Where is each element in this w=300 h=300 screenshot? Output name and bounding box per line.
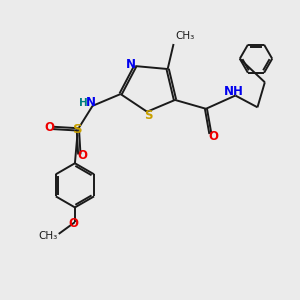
Text: CH₃: CH₃ xyxy=(38,231,57,241)
Text: O: O xyxy=(78,149,88,162)
Text: N: N xyxy=(126,58,136,71)
Text: O: O xyxy=(44,122,54,134)
Text: O: O xyxy=(68,217,78,230)
Text: H: H xyxy=(80,98,88,108)
Text: CH₃: CH₃ xyxy=(175,31,194,41)
Text: S: S xyxy=(144,109,153,122)
Text: O: O xyxy=(208,130,218,143)
Text: N: N xyxy=(86,96,96,110)
Text: S: S xyxy=(73,123,83,136)
Text: NH: NH xyxy=(224,85,244,98)
